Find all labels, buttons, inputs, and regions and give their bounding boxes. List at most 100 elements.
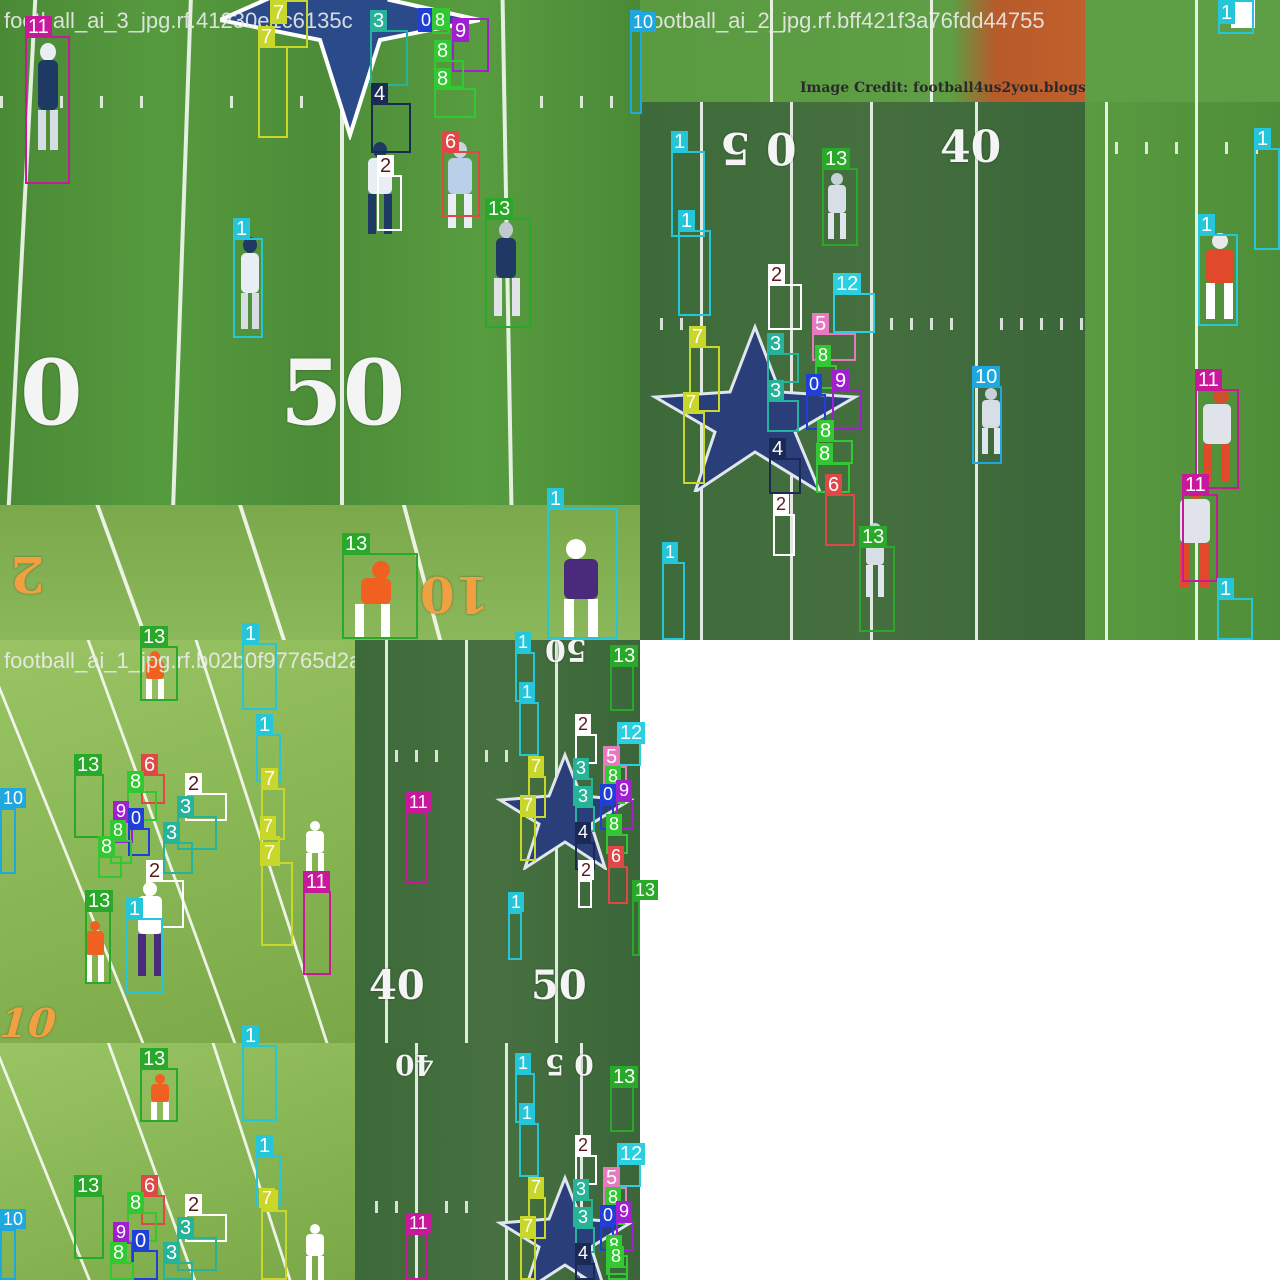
yard-line [340, 0, 344, 505]
detection-label: 2 [575, 1135, 592, 1155]
detection-label: 7 [261, 768, 279, 790]
yard-number: 0 5 [545, 1048, 594, 1081]
detection-label: 2 [773, 494, 790, 514]
detection-label: 8 [434, 40, 452, 62]
detection-label: 8 [606, 814, 623, 834]
detection-label: 1 [508, 892, 525, 912]
detection-label: 7 [261, 842, 279, 864]
detection-label: 8 [127, 771, 145, 793]
detection-box: 3 [573, 758, 593, 806]
detection-label: 13 [610, 645, 639, 667]
yard-number: 0 5 [720, 122, 797, 173]
detection-box: 6 [825, 474, 855, 546]
detection-label: 1 [678, 210, 696, 232]
detection-box: 7 [261, 768, 285, 840]
detection-box: 10 [0, 1209, 27, 1280]
detection-box: 3 [767, 333, 799, 383]
detection-box: 13 [859, 526, 895, 632]
image-caption: football_ai_1_jpg.rf.b02b0f97765d2a776b4 [4, 648, 423, 673]
player-figure [306, 1224, 324, 1280]
player-figure [355, 561, 391, 638]
detection-box: 3 [370, 10, 408, 86]
detection-label: 6 [141, 1175, 159, 1197]
detection-box: 1 [662, 542, 685, 640]
detection-label: 1 [519, 682, 536, 702]
detection-label: 8 [817, 420, 835, 442]
detection-label: 2 [575, 714, 592, 734]
detection-box: 8 [608, 1246, 628, 1280]
detection-box: 1 [519, 682, 539, 756]
detection-box: 1 [242, 1025, 277, 1121]
image-caption: football_ai_2_jpg.rf.bff421f3a76fdd44755 [645, 8, 1045, 33]
detection-label: 9 [113, 1222, 130, 1242]
player-figure [1203, 388, 1231, 482]
mosaic-tile-a: 0 50 football_ai_3_jpg.rf.41230e1c6135c [0, 0, 640, 505]
detection-box: 10 [0, 788, 27, 874]
detection-box: 7 [270, 0, 308, 48]
detection-label: 10 [0, 788, 27, 808]
detection-label: 7 [683, 392, 700, 412]
detection-label: 6 [442, 131, 460, 153]
detection-label: 4 [575, 1243, 592, 1263]
detection-box: 3 [163, 1242, 193, 1280]
player-figure [241, 237, 259, 329]
mosaic-tile-b-top: Image Credit: football4us2you.blogspot.c… [640, 0, 1085, 102]
detection-label: 3 [573, 1179, 590, 1199]
detection-label: 8 [127, 1192, 145, 1214]
detection-box: 8 [98, 836, 122, 878]
player-figure [982, 388, 1000, 454]
detection-box: 13 [342, 533, 418, 639]
detection-label: 1 [256, 714, 274, 736]
detection-label: 6 [608, 846, 625, 866]
detection-box: 0 [128, 808, 150, 856]
detection-box: 6 [442, 131, 480, 217]
detection-label: 11 [406, 1213, 431, 1233]
detection-label: 0 [806, 374, 823, 394]
detection-box: 4 [575, 822, 595, 870]
detection-box: 7 [689, 326, 720, 412]
detection-label: 12 [617, 722, 646, 744]
detection-label: 7 [528, 1177, 545, 1197]
detection-box: 11 [406, 1213, 431, 1280]
detection-box: 9 [616, 1201, 634, 1251]
detection-label: 3 [370, 10, 388, 32]
detection-label: 1 [126, 898, 144, 920]
field-surface [0, 0, 640, 505]
detection-box: 2 [377, 155, 402, 231]
midfield-star-logo [650, 322, 860, 492]
detection-box: 13 [485, 198, 531, 328]
detection-box: 8 [816, 443, 850, 493]
detection-box: 6 [608, 846, 628, 904]
yard-number: 40 [395, 1048, 434, 1081]
detection-box: 11 [25, 16, 70, 184]
detection-label: 5 [603, 746, 621, 768]
detection-label: 2 [377, 155, 395, 177]
player-figure [146, 651, 164, 699]
mosaic-tile-b-main: 0 5 40 [640, 102, 1085, 640]
detection-box: 11 [1182, 474, 1218, 582]
detection-box: 7 [259, 1188, 276, 1211]
detection-label: 7 [520, 795, 537, 815]
detection-box: 1 [671, 131, 705, 237]
detection-label: 9 [113, 801, 130, 821]
detection-label: 0 [132, 1230, 150, 1252]
detection-label: 1 [233, 218, 251, 240]
yard-number: 10 [0, 1000, 62, 1043]
detection-label: 7 [270, 2, 288, 24]
detection-box: 1 [515, 1053, 535, 1123]
detection-box: 13 [610, 1066, 639, 1132]
detection-label: 5 [603, 1167, 621, 1189]
detection-box: 2 [146, 860, 184, 928]
detection-box: 2 [578, 860, 595, 908]
detection-label: 9 [616, 780, 633, 800]
detection-label: 2 [578, 860, 595, 880]
detection-box: 7 [261, 1190, 287, 1280]
detection-label: 3 [163, 822, 181, 844]
detection-box: 2 [773, 494, 795, 556]
yard-number: 50 [531, 962, 587, 1009]
detection-label: 3 [767, 333, 785, 355]
detection-box: 1 [1218, 0, 1254, 34]
detection-box: 1 [519, 1103, 539, 1177]
yard-number: 0 [20, 340, 83, 446]
detection-label: 0 [600, 1205, 617, 1225]
